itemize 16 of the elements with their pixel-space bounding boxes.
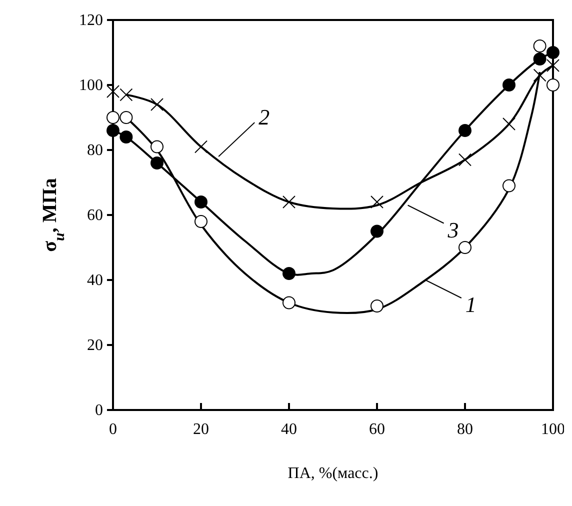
- x-tick-label: 0: [109, 421, 117, 438]
- annotation: 2: [258, 104, 270, 130]
- y-tick-label: 60: [87, 207, 103, 224]
- annotation: 3: [446, 217, 459, 242]
- y-tick-label: 0: [95, 402, 103, 419]
- x-tick-label: 20: [193, 421, 209, 438]
- x-tick-label: 60: [369, 421, 385, 438]
- y-tick-label: 120: [79, 12, 103, 29]
- y-tick-label: 40: [87, 272, 103, 289]
- y-tick-label: 80: [87, 142, 103, 159]
- x-tick-label: 80: [457, 421, 473, 438]
- y-tick-label: 100: [79, 77, 103, 94]
- x-axis-title: ПА, %(масс.): [288, 465, 378, 482]
- x-tick-label: 40: [281, 421, 297, 438]
- annotation: 1: [465, 292, 476, 317]
- y-tick-label: 20: [87, 337, 103, 354]
